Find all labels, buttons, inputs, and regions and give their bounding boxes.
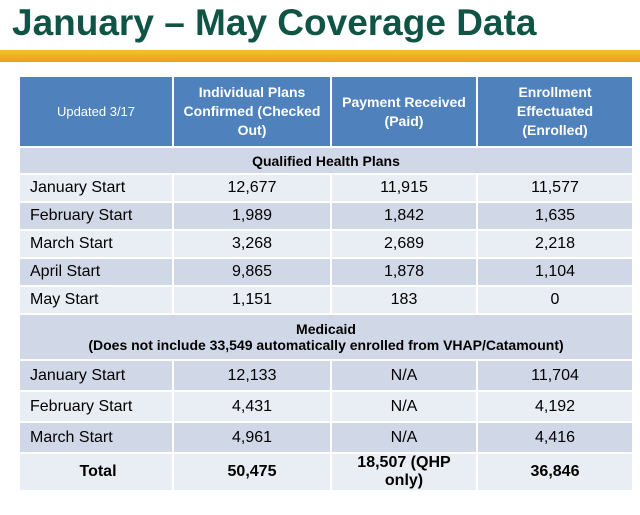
total-cell: 36,846	[476, 452, 634, 492]
data-row: March Start 4,961 N/A 4,416	[18, 421, 634, 454]
cell: 4,961	[172, 421, 332, 454]
cell: 183	[330, 285, 478, 315]
row-label: March Start	[18, 229, 174, 259]
cell: 9,865	[172, 257, 332, 287]
cell: 11,915	[330, 173, 478, 203]
section-cell: Qualified Health Plans	[18, 146, 634, 175]
section-cell: Medicaid (Does not include 33,549 automat…	[18, 313, 634, 361]
cell: N/A	[330, 421, 478, 454]
data-row: February Start 1,989 1,842 1,635	[18, 201, 634, 231]
section-title: Qualified Health Plans	[252, 152, 400, 169]
cell: 1,878	[330, 257, 478, 287]
cell: 3,268	[172, 229, 332, 259]
row-label: January Start	[18, 359, 174, 392]
total-label: Total	[18, 452, 174, 492]
section-row: Qualified Health Plans	[18, 146, 634, 175]
accent-bar	[0, 50, 640, 62]
cell: 0	[476, 285, 634, 315]
cell: N/A	[330, 390, 478, 423]
cell: 12,677	[172, 173, 332, 203]
header-cell: Payment Received (Paid)	[330, 75, 478, 148]
cell: 11,577	[476, 173, 634, 203]
data-row: January Start 12,133 N/A 11,704	[18, 359, 634, 392]
cell: 12,133	[172, 359, 332, 392]
cell: 1,635	[476, 201, 634, 231]
row-label: May Start	[18, 285, 174, 315]
total-cell: 50,475	[172, 452, 332, 492]
row-label: April Start	[18, 257, 174, 287]
data-row: February Start 4,431 N/A 4,192	[18, 390, 634, 423]
header-row: Updated 3/17 Individual Plans Confirmed (…	[18, 75, 634, 148]
cell: 11,704	[476, 359, 634, 392]
cell: 4,192	[476, 390, 634, 423]
header-cell: Individual Plans Confirmed (Checked Out)	[172, 75, 332, 148]
row-label: January Start	[18, 173, 174, 203]
cell: 2,218	[476, 229, 634, 259]
data-row: April Start 9,865 1,878 1,104	[18, 257, 634, 287]
row-label: March Start	[18, 421, 174, 454]
row-label: February Start	[18, 201, 174, 231]
cell: 1,842	[330, 201, 478, 231]
cell: 1,989	[172, 201, 332, 231]
cell: 4,416	[476, 421, 634, 454]
cell: 1,104	[476, 257, 634, 287]
cell: 4,431	[172, 390, 332, 423]
cell: 1,151	[172, 285, 332, 315]
coverage-table: Updated 3/17 Individual Plans Confirmed (…	[18, 75, 634, 492]
total-cell: 18,507 (QHP only)	[330, 452, 478, 492]
section-title: Medicaid	[296, 321, 356, 337]
section-row: Medicaid (Does not include 33,549 automat…	[18, 313, 634, 361]
row-label: February Start	[18, 390, 174, 423]
header-cell: Enrollment Effectuated (Enrolled)	[476, 75, 634, 148]
section-note: (Does not include 33,549 automatically e…	[88, 337, 564, 353]
data-row: May Start 1,151 183 0	[18, 285, 634, 315]
total-row: Total 50,475 18,507 (QHP only) 36,846	[18, 452, 634, 492]
cell: N/A	[330, 359, 478, 392]
header-cell: Updated 3/17	[18, 75, 174, 148]
data-row: March Start 3,268 2,689 2,218	[18, 229, 634, 259]
cell: 2,689	[330, 229, 478, 259]
slide-title: January – May Coverage Data	[12, 2, 537, 43]
data-row: January Start 12,677 11,915 11,577	[18, 173, 634, 203]
